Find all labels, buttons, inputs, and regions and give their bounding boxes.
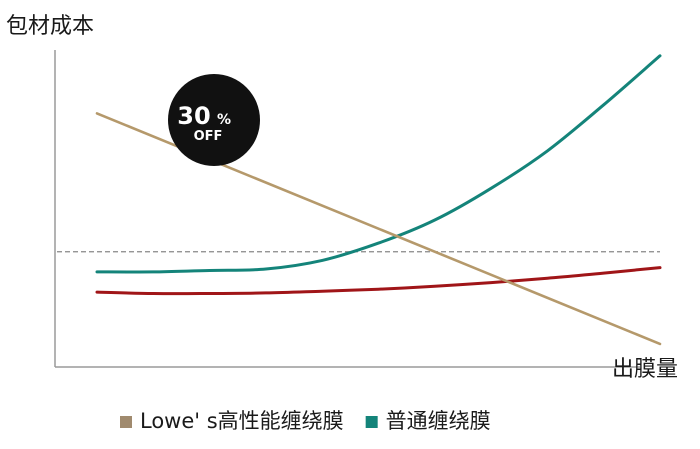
y-axis-label: 包材成本 (6, 14, 94, 39)
legend-label-1: Lowe' s高性能缠绕膜 (140, 409, 344, 433)
badge-off-text: OFF (194, 129, 223, 144)
discount-badge: 30 % OFF (168, 74, 260, 166)
badge-percent-value: 30 (177, 102, 210, 130)
legend-swatch-1 (120, 416, 132, 428)
badge-circle (168, 74, 260, 166)
legend-swatch-2 (365, 416, 378, 428)
x-axis-label: 出膜量 (612, 357, 678, 382)
axes: 包材成本 出膜量 (6, 14, 678, 382)
series-line-3 (95, 266, 662, 296)
legend: Lowe' s高性能缠绕膜 普通缠绕膜 (120, 409, 491, 433)
series-line-2 (95, 54, 662, 274)
legend-label-2: 普通缠绕膜 (386, 409, 491, 433)
badge-percent-sign: % (217, 112, 231, 128)
